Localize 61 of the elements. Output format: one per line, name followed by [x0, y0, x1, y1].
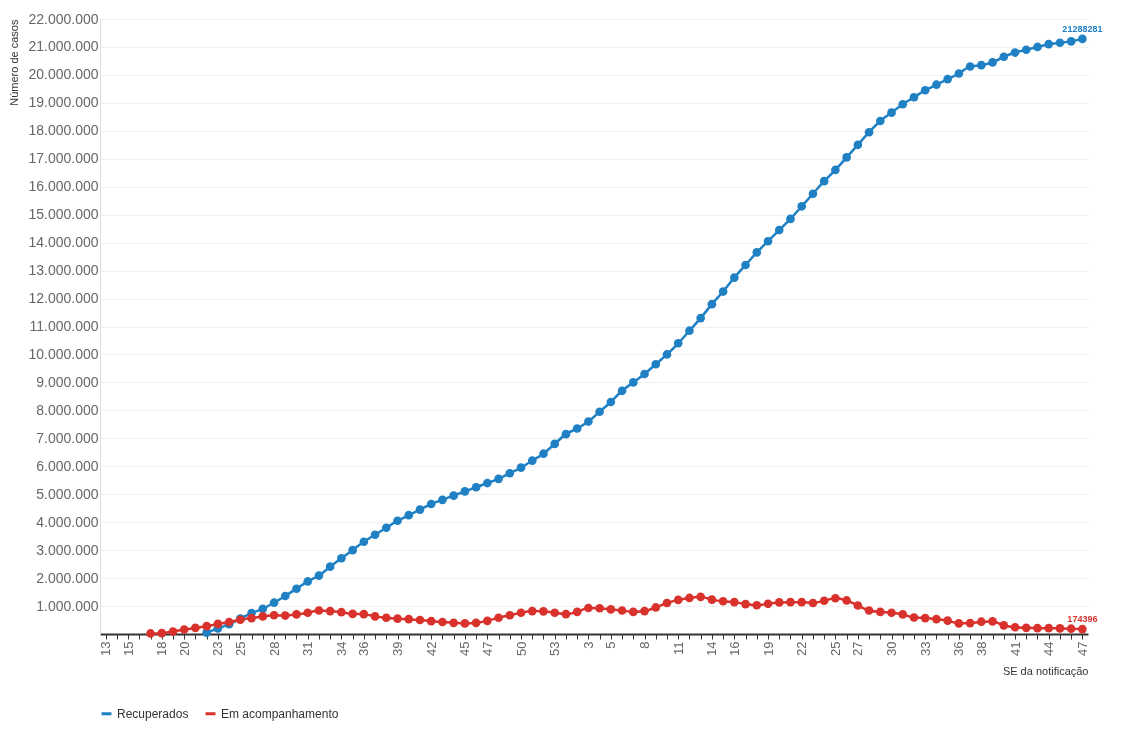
x-tick-label: 14: [704, 641, 720, 656]
x-axis-title: SE da notificação: [1002, 664, 1089, 677]
y-tick-label: 7.000.000: [36, 429, 99, 446]
x-tick-label: 3: [580, 641, 596, 649]
y-axis-title: Número de casos: [8, 19, 21, 106]
x-tick-label: 19: [760, 641, 776, 656]
x-tick-label: 41: [1007, 641, 1023, 656]
y-tick-label: 22.000.000: [28, 10, 99, 27]
x-tick-label: 11: [670, 641, 686, 655]
y-tick-label: 21.000.000: [28, 38, 99, 55]
x-tick-label: 8: [637, 641, 653, 649]
y-tick-label: 13.000.000: [28, 262, 99, 279]
x-tick-label: 50: [513, 641, 529, 656]
y-tick-label: 4.000.000: [36, 513, 99, 530]
x-tick-label: 34: [333, 641, 349, 656]
x-tick-label: 16: [726, 641, 742, 656]
y-tick-label: 9.000.000: [36, 373, 99, 390]
y-tick-label: 19.000.000: [28, 94, 99, 111]
x-tick-label: 47: [1074, 641, 1090, 656]
x-tick-label: 5: [603, 641, 619, 649]
y-tick-label: 11.000.000: [29, 318, 99, 334]
y-tick-label: 15.000.000: [28, 206, 99, 223]
x-tick-label: 13: [98, 641, 114, 656]
y-tick-label: 12.000.000: [28, 290, 99, 307]
x-tick-label: 36: [951, 641, 967, 656]
y-tick-label: 8.000.000: [36, 401, 99, 418]
x-tick-label: 31: [300, 641, 316, 656]
y-tick-label: 3.000.000: [36, 541, 99, 558]
x-tick-label: 22: [794, 641, 810, 656]
y-tick-label: 16.000.000: [28, 178, 99, 195]
legend-label: Recuperados: [117, 706, 189, 721]
x-tick-label: 38: [973, 641, 989, 656]
x-tick-label: 42: [423, 641, 439, 656]
x-tick-label: 53: [547, 641, 563, 656]
x-tick-label: 36: [356, 641, 372, 656]
data-label: 174396: [1067, 614, 1098, 625]
y-tick-label: 5.000.000: [36, 485, 99, 502]
y-tick-label: 14.000.000: [28, 234, 99, 251]
x-tick-label: 18: [154, 641, 170, 656]
x-tick-label: 44: [1041, 641, 1057, 656]
y-tick-label: 20.000.000: [28, 66, 99, 83]
y-tick-label: 10.000.000: [28, 345, 99, 362]
x-tick-label: 20: [176, 641, 192, 656]
x-tick-label: 28: [266, 641, 282, 656]
y-tick-label: 18.000.000: [28, 122, 99, 139]
x-tick-label: 25: [827, 641, 843, 656]
x-tick-label: 30: [884, 641, 900, 656]
x-tick-label: 25: [232, 641, 248, 656]
legend-label: Em acompanhamento: [221, 706, 339, 721]
y-tick-label: 17.000.000: [28, 150, 99, 167]
x-tick-label: 47: [479, 641, 495, 656]
y-tick-label: 1.000.000: [36, 597, 99, 614]
x-tick-label: 23: [210, 641, 226, 656]
y-tick-label: 6.000.000: [36, 457, 99, 474]
y-tick-label: 2.000.000: [36, 569, 99, 586]
x-tick-label: 45: [457, 641, 473, 656]
data-label: 21288281: [1062, 23, 1103, 34]
x-tick-label: 33: [917, 641, 933, 656]
x-tick-label: 15: [120, 641, 136, 656]
x-tick-label: 27: [850, 641, 866, 656]
x-tick-label: 39: [390, 641, 406, 656]
